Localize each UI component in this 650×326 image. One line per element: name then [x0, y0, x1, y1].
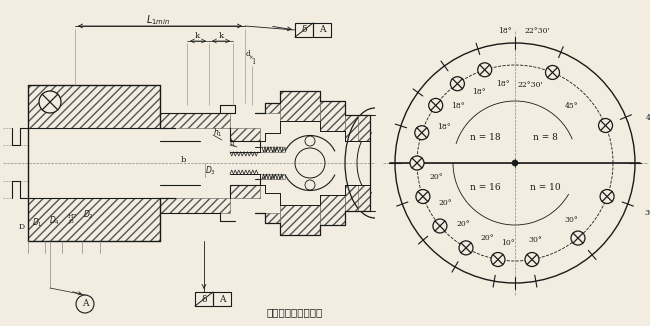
Circle shape [525, 253, 539, 267]
Text: H7: H7 [68, 214, 77, 218]
Circle shape [433, 219, 447, 233]
Text: δ: δ [202, 294, 207, 304]
Text: ×: × [249, 55, 254, 61]
Text: n = 18: n = 18 [470, 134, 500, 142]
Text: 30°: 30° [565, 215, 578, 224]
Text: 20°: 20° [430, 173, 443, 181]
Bar [230, 128, 260, 141]
Bar [260, 147, 285, 152]
Bar [230, 185, 260, 198]
Text: $t_1$: $t_1$ [229, 137, 237, 149]
Text: 18°: 18° [472, 88, 486, 96]
Circle shape [39, 91, 61, 113]
Text: 10°: 10° [501, 239, 515, 247]
Text: δ: δ [301, 25, 307, 35]
Text: A: A [318, 25, 325, 35]
Bar [265, 213, 280, 223]
Text: 20°: 20° [481, 234, 495, 242]
Text: k: k [218, 32, 224, 40]
Text: A: A [219, 294, 226, 304]
Text: k: k [194, 32, 200, 40]
Bar [358, 115, 370, 141]
Text: $D_1$: $D_1$ [32, 217, 42, 229]
Text: 22°30': 22°30' [518, 81, 543, 89]
Bar [160, 198, 230, 213]
Bar [345, 115, 370, 141]
Bar [320, 101, 345, 131]
Bar [358, 185, 370, 211]
Bar [280, 205, 320, 235]
Text: j8: j8 [69, 219, 75, 225]
Text: 45°: 45° [646, 114, 650, 122]
Circle shape [459, 241, 473, 255]
Text: b: b [180, 156, 186, 164]
Text: A: A [82, 300, 88, 308]
Text: d: d [246, 50, 250, 58]
Text: 45°: 45° [565, 102, 578, 111]
Text: 法兰与相配件的联接: 法兰与相配件的联接 [267, 308, 323, 318]
Text: $L_{1min}$: $L_{1min}$ [146, 13, 170, 27]
Text: 18°: 18° [437, 123, 450, 131]
Bar [320, 195, 345, 225]
Circle shape [512, 160, 518, 166]
Text: $D_2$: $D_2$ [83, 209, 94, 221]
Bar [260, 174, 285, 179]
Text: $h_1$: $h_1$ [213, 127, 223, 139]
Text: l: l [253, 58, 255, 66]
Text: 30°: 30° [529, 236, 543, 244]
Circle shape [429, 98, 443, 112]
Bar [28, 85, 160, 128]
Circle shape [416, 189, 430, 203]
Circle shape [599, 118, 612, 132]
Circle shape [545, 66, 560, 80]
Text: 18°: 18° [496, 80, 510, 88]
Bar [28, 198, 160, 241]
Text: 22°30': 22°30' [524, 27, 550, 35]
Text: 20°: 20° [439, 199, 452, 207]
Circle shape [410, 156, 424, 170]
Circle shape [571, 231, 585, 245]
Text: 18°: 18° [498, 27, 512, 35]
Text: $D_3$: $D_3$ [205, 165, 215, 177]
Text: n = 10: n = 10 [530, 184, 560, 192]
Circle shape [478, 63, 491, 77]
Bar [313, 23, 331, 37]
Text: n = 16: n = 16 [470, 184, 500, 192]
Bar [213, 292, 231, 306]
Circle shape [491, 253, 505, 267]
Bar [265, 103, 280, 113]
Bar [280, 91, 320, 121]
Text: n = 8: n = 8 [532, 134, 558, 142]
Circle shape [450, 77, 464, 91]
Bar [160, 113, 230, 128]
Bar [345, 185, 370, 211]
Text: 30°: 30° [644, 209, 650, 217]
Text: 18°: 18° [452, 102, 465, 111]
Text: D: D [19, 223, 25, 231]
Circle shape [600, 189, 614, 203]
Text: 20°: 20° [457, 220, 471, 228]
Text: $D_4$: $D_4$ [49, 215, 59, 227]
Bar [195, 292, 213, 306]
Circle shape [415, 126, 429, 140]
Bar [295, 23, 313, 37]
